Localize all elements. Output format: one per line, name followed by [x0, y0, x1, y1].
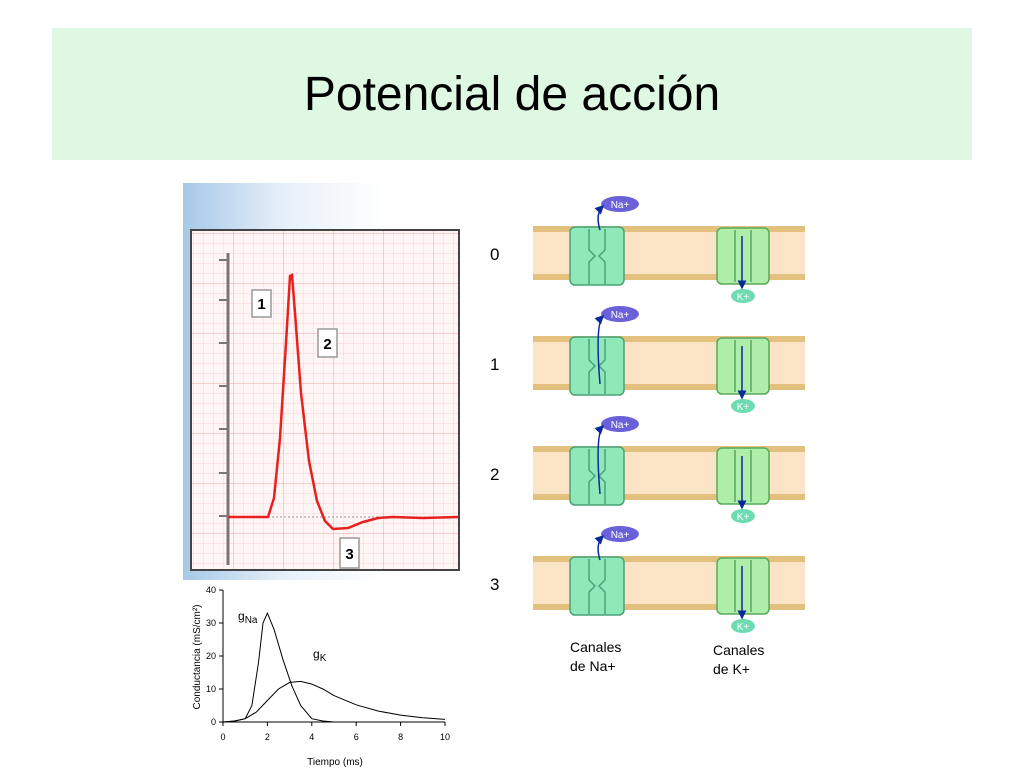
row-number: 2	[490, 465, 499, 484]
conductance-series: gNa gK	[222, 609, 446, 723]
conductance-chart: 0 2 4 6 8 10 0 10 20 30 40 gNa gK Tiempo (ms) Condu…	[192, 585, 450, 768]
channel-row-3: Na+ K+ 3	[490, 526, 805, 633]
series-label-gNa: gNa	[238, 609, 258, 626]
na-channel	[569, 446, 625, 506]
y-tick-label: 20	[206, 651, 216, 661]
k-channel-caption: Canales de K+	[713, 642, 764, 677]
y-tick-label: 0	[211, 717, 216, 727]
na-channel-caption: Canales de Na+	[570, 639, 621, 674]
ap-y-ticks	[219, 259, 228, 517]
x-tick-label: 4	[309, 732, 314, 742]
svg-text:Canales: Canales	[713, 642, 764, 658]
svg-text:1: 1	[257, 296, 265, 313]
channel-row-0: Na+ K+ 0	[490, 196, 805, 303]
k-ion: K+	[731, 619, 755, 633]
y-axis-label: Conductancia (mS/cm²)	[192, 604, 203, 709]
na-flow-arrow	[594, 534, 605, 561]
y-tick-label: 10	[206, 684, 216, 694]
na-ion: Na+	[601, 196, 639, 212]
x-axis-label: Tiempo (ms)	[307, 757, 363, 768]
svg-text:K+: K+	[737, 292, 750, 303]
grid-lines	[192, 231, 458, 569]
channels-diagram: Na+K+0Na+K+1Na+K+2Na+K+3 Canales de Na+ …	[490, 196, 805, 677]
k-ion: K+	[731, 289, 755, 303]
k-ion: K+	[731, 399, 755, 413]
k-channel	[716, 227, 770, 285]
svg-text:K+: K+	[737, 622, 750, 633]
x-tick-label: 2	[265, 732, 270, 742]
svg-text:K+: K+	[737, 512, 750, 523]
action-potential-panel: 1 2 3	[183, 183, 468, 580]
series-gK	[222, 680, 446, 723]
svg-text:Na+: Na+	[611, 420, 630, 431]
slide-title: Potencial de acción	[303, 67, 721, 121]
ap-label-3: 3	[339, 537, 360, 569]
k-channel	[716, 447, 770, 505]
title-band: Potencial de acción	[52, 28, 972, 160]
row-number: 1	[490, 355, 499, 374]
na-flow-arrow	[594, 204, 605, 231]
svg-text:3: 3	[345, 546, 353, 563]
x-tick-label: 10	[440, 732, 450, 742]
channel-row-1: Na+ K+ 1	[490, 306, 805, 413]
series-gNa	[222, 611, 445, 723]
ap-label-1: 1	[251, 289, 272, 318]
y-tick-label: 30	[206, 618, 216, 628]
k-ion: K+	[731, 509, 755, 523]
k-channel	[716, 337, 770, 395]
na-channel	[569, 226, 625, 286]
y-tick-label: 40	[206, 585, 216, 595]
na-flow-arrow	[594, 314, 605, 385]
conductance-ticks: 0 2 4 6 8 10 0 10 20 30 40	[206, 585, 450, 742]
ap-label-2: 2	[317, 328, 338, 358]
na-flow-arrow	[594, 424, 605, 495]
conductance-axes	[222, 590, 445, 723]
na-ion: Na+	[601, 306, 639, 322]
action-potential-figure: 1 2 3	[190, 229, 460, 571]
row-number: 3	[490, 575, 499, 594]
x-tick-label: 8	[398, 732, 403, 742]
svg-text:2: 2	[323, 336, 331, 353]
row-number: 0	[490, 245, 499, 264]
svg-text:de K+: de K+	[713, 661, 750, 677]
channel-row-2: Na+ K+ 2	[490, 416, 805, 523]
series-label-gK: gK	[313, 647, 327, 664]
svg-text:Canales: Canales	[570, 639, 621, 655]
svg-text:Na+: Na+	[611, 530, 630, 541]
x-tick-label: 6	[354, 732, 359, 742]
svg-text:K+: K+	[737, 402, 750, 413]
na-ion: Na+	[601, 526, 639, 542]
na-channel	[569, 336, 625, 396]
na-ion: Na+	[601, 416, 639, 432]
svg-text:de Na+: de Na+	[570, 658, 616, 674]
action-potential-trace	[228, 273, 459, 531]
na-channel	[569, 556, 625, 616]
svg-text:Na+: Na+	[611, 200, 630, 211]
svg-text:Na+: Na+	[611, 310, 630, 321]
x-tick-label: 0	[220, 732, 225, 742]
k-channel	[716, 557, 770, 615]
